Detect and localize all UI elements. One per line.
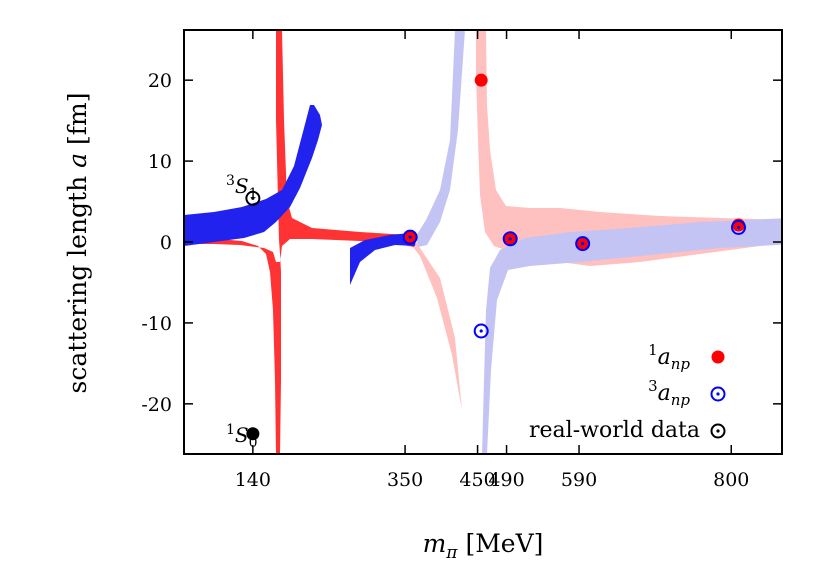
red-band-light-right [476, 30, 782, 266]
red-band-light-left [412, 236, 462, 410]
legend-label-1anp: 1anp [648, 341, 690, 373]
legend-marker-open-black [710, 423, 726, 439]
legend-marker-open-blue [710, 386, 726, 402]
point-3a-np [473, 323, 489, 339]
x-tick-label: 590 [561, 469, 597, 491]
blue-band-light-left [416, 30, 465, 247]
blue-band-dark [184, 105, 322, 246]
point-3a-np [402, 229, 418, 245]
x-tick-label: 450 [459, 469, 495, 491]
point-3a-np [731, 219, 747, 235]
legend: 1anp 3anp real-world data [529, 341, 726, 443]
y-tick-label: 0 [160, 232, 172, 254]
y-tick-label: 20 [148, 70, 172, 92]
legend-label-3anp: 3anp [648, 377, 690, 409]
y-tick-label: -10 [141, 313, 172, 335]
point-1a-np [474, 73, 488, 87]
point-3a-np [575, 236, 591, 252]
annotation-3s1: 3S1 [226, 173, 258, 202]
legend-label-real-world: real-world data [529, 418, 700, 443]
x-tick-label: 490 [488, 469, 524, 491]
point-real-world-data [245, 190, 261, 206]
blue-band-light-right [482, 218, 782, 454]
legend-markers [710, 350, 726, 439]
x-tick-label: 140 [235, 469, 271, 491]
axis-ticks [184, 30, 782, 454]
y-tick-label: -20 [141, 394, 172, 416]
x-tick-label: 800 [713, 469, 749, 491]
y-axis-title: scattering length a [fm] [63, 93, 92, 394]
data-points [245, 73, 747, 441]
x-tick-label: 350 [387, 469, 423, 491]
point-3a-np [502, 231, 518, 247]
y-tick-label: 10 [148, 151, 172, 173]
x-axis-title: mπ [MeV] [423, 529, 544, 563]
legend-marker-filled-red [711, 350, 725, 364]
blue-band-dark-right [350, 233, 416, 285]
red-band-dark [184, 30, 414, 454]
point-real-world-data [246, 427, 260, 441]
annotation-1s0: 1S0 [226, 422, 258, 451]
